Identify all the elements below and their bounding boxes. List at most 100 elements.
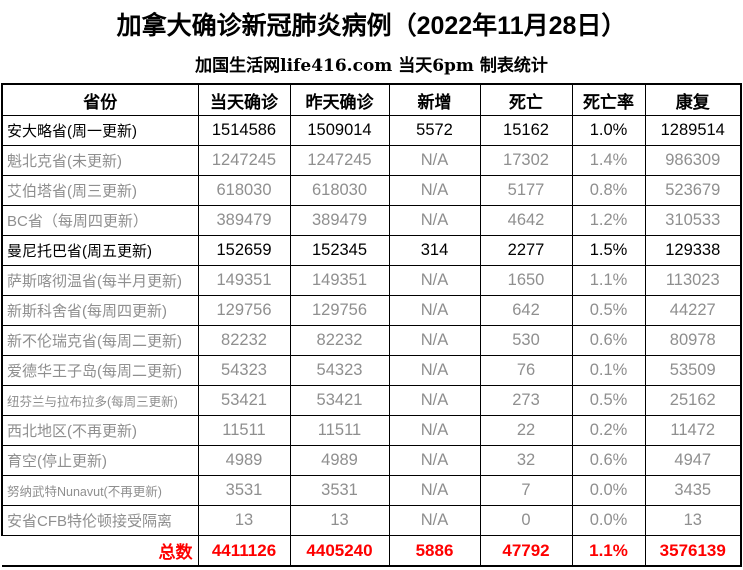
today-cell: 82232 xyxy=(197,325,291,356)
deaths-cell: 17302 xyxy=(479,145,573,176)
new-cases-cell: N/A xyxy=(388,175,481,206)
yesterday-cell: 82232 xyxy=(289,325,390,356)
recovered-cell: 53509 xyxy=(644,355,742,386)
province-cell: 纽芬兰与拉布拉多(每周三更新) xyxy=(1,385,199,416)
death-rate-cell: 0.6% xyxy=(571,445,646,476)
today-cell: 13 xyxy=(197,505,291,536)
death-rate-cell: 0.5% xyxy=(571,295,646,326)
province-cell: 育空(停止更新) xyxy=(1,445,199,476)
total-today-cell: 4411126 xyxy=(197,535,291,567)
recovered-cell: 113023 xyxy=(644,265,742,296)
new-cases-cell: N/A xyxy=(388,145,481,176)
deaths-cell: 1650 xyxy=(479,265,573,296)
province-cell: 曼尼托巴省(周五更新) xyxy=(1,235,199,266)
yesterday-cell: 129756 xyxy=(289,295,390,326)
recovered-cell: 1289514 xyxy=(644,115,742,146)
death-rate-cell: 1.1% xyxy=(571,265,646,296)
yesterday-cell: 1509014 xyxy=(289,115,390,146)
yesterday-cell: 389479 xyxy=(289,205,390,236)
province-cell: 萨斯喀彻温省(每半月更新) xyxy=(1,265,199,296)
yesterday-cell: 13 xyxy=(289,505,390,536)
death-rate-cell: 0.6% xyxy=(571,325,646,356)
recovered-cell: 4947 xyxy=(644,445,742,476)
province-cell: 新斯科舍省(每周四更新) xyxy=(1,295,199,326)
deaths-cell: 4642 xyxy=(479,205,573,236)
province-cell: 安省CFB特伦顿接受隔离 xyxy=(1,505,199,536)
table-row: 萨斯喀彻温省(每半月更新) 149351 149351 N/A 1650 1.1% 1130… xyxy=(1,265,742,296)
table-row: 爱德华王子岛(每周二更新) 54323 54323 N/A 76 0.1% 53509 xyxy=(1,355,742,386)
new-cases-cell: N/A xyxy=(388,265,481,296)
recovered-cell: 129338 xyxy=(644,235,742,266)
new-cases-cell: N/A xyxy=(388,325,481,356)
header-deaths: 死亡 xyxy=(479,83,573,116)
death-rate-cell: 0.0% xyxy=(571,475,646,506)
table-row: 安大略省(周一更新) 1514586 1509014 5572 15162 1.0% 128… xyxy=(1,115,742,146)
table-row: 曼尼托巴省(周五更新) 152659 152345 314 2277 1.5% 129338 xyxy=(1,235,742,266)
today-cell: 618030 xyxy=(197,175,291,206)
deaths-cell: 2277 xyxy=(479,235,573,266)
recovered-cell: 25162 xyxy=(644,385,742,416)
yesterday-cell: 53421 xyxy=(289,385,390,416)
today-cell: 4989 xyxy=(197,445,291,476)
header-province: 省份 xyxy=(1,83,199,116)
death-rate-cell: 1.0% xyxy=(571,115,646,146)
new-cases-cell: N/A xyxy=(388,205,481,236)
yesterday-cell: 3531 xyxy=(289,475,390,506)
deaths-cell: 22 xyxy=(479,415,573,446)
death-rate-cell: 1.5% xyxy=(571,235,646,266)
deaths-cell: 0 xyxy=(479,505,573,536)
death-rate-cell: 1.4% xyxy=(571,145,646,176)
province-cell: 安大略省(周一更新) xyxy=(1,115,199,146)
yesterday-cell: 54323 xyxy=(289,355,390,386)
death-rate-cell: 0.2% xyxy=(571,415,646,446)
province-cell: 爱德华王子岛(每周二更新) xyxy=(1,355,199,386)
table-body: 安大略省(周一更新) 1514586 1509014 5572 15162 1.0% 128… xyxy=(1,115,742,536)
today-cell: 149351 xyxy=(197,265,291,296)
yesterday-cell: 1247245 xyxy=(289,145,390,176)
province-cell: BC省（每周四更新） xyxy=(1,205,199,236)
province-cell: 艾伯塔省(周三更新) xyxy=(1,175,199,206)
deaths-cell: 530 xyxy=(479,325,573,356)
deaths-cell: 32 xyxy=(479,445,573,476)
recovered-cell: 13 xyxy=(644,505,742,536)
table-row: 安省CFB特伦顿接受隔离 13 13 N/A 0 0.0% 13 xyxy=(1,505,742,536)
recovered-cell: 986309 xyxy=(644,145,742,176)
today-cell: 11511 xyxy=(197,415,291,446)
today-cell: 1514586 xyxy=(197,115,291,146)
today-cell: 54323 xyxy=(197,355,291,386)
new-cases-cell: N/A xyxy=(388,295,481,326)
deaths-cell: 7 xyxy=(479,475,573,506)
table-row: 西北地区(不再更新) 11511 11511 N/A 22 0.2% 11472 xyxy=(1,415,742,446)
new-cases-cell: 5572 xyxy=(388,115,481,146)
today-cell: 53421 xyxy=(197,385,291,416)
yesterday-cell: 618030 xyxy=(289,175,390,206)
today-cell: 129756 xyxy=(197,295,291,326)
header-recovered: 康复 xyxy=(644,83,742,116)
header-row: 省份 当天确诊 昨天确诊 新增 死亡 死亡率 康复 xyxy=(1,83,742,116)
total-deaths-cell: 47792 xyxy=(479,535,573,567)
total-label: 总数 xyxy=(2,535,199,567)
yesterday-cell: 152345 xyxy=(289,235,390,266)
death-rate-cell: 0.0% xyxy=(571,505,646,536)
new-cases-cell: N/A xyxy=(388,475,481,506)
deaths-cell: 273 xyxy=(479,385,573,416)
table-row: 纽芬兰与拉布拉多(每周三更新) 53421 53421 N/A 273 0.5% 25162 xyxy=(1,385,742,416)
table-row: BC省（每周四更新） 389479 389479 N/A 4642 1.2% 310533 xyxy=(1,205,742,236)
death-rate-cell: 0.8% xyxy=(571,175,646,206)
header-yesterday-confirmed: 昨天确诊 xyxy=(289,83,390,116)
yesterday-cell: 11511 xyxy=(289,415,390,446)
table-row: 新不伦瑞克省(每周二更新) 82232 82232 N/A 530 0.6% 80978 xyxy=(1,325,742,356)
header-death-rate: 死亡率 xyxy=(571,83,646,116)
table-row: 努纳武特Nunavut(不再更新) 3531 3531 N/A 7 0.0% 3435 xyxy=(1,475,742,506)
total-death-rate-cell: 1.1% xyxy=(571,535,646,567)
new-cases-cell: N/A xyxy=(388,445,481,476)
table-row: 育空(停止更新) 4989 4989 N/A 32 0.6% 4947 xyxy=(1,445,742,476)
recovered-cell: 80978 xyxy=(644,325,742,356)
page-title: 加拿大确诊新冠肺炎病例（2022年11月28日） xyxy=(116,12,627,40)
deaths-cell: 642 xyxy=(479,295,573,326)
table-footer: 总数 4411126 4405240 5886 47792 1.1% 35761… xyxy=(2,535,742,567)
death-rate-cell: 0.1% xyxy=(571,355,646,386)
today-cell: 389479 xyxy=(197,205,291,236)
deaths-cell: 15162 xyxy=(479,115,573,146)
